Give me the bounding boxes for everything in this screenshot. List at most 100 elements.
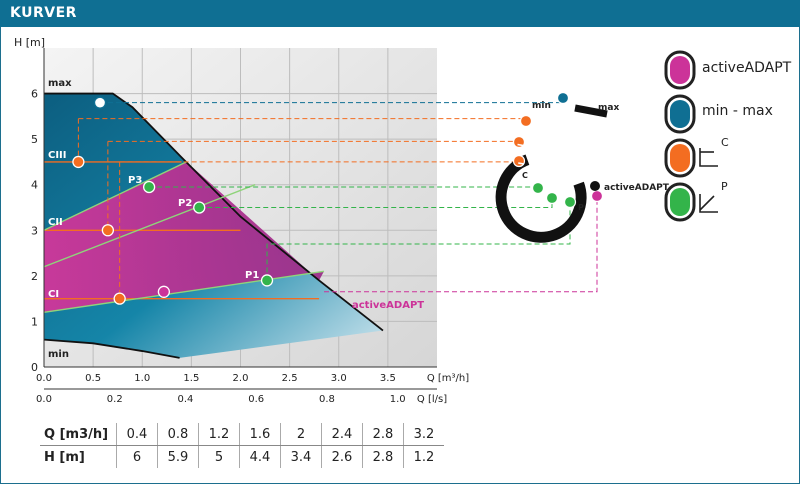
- y-tick-label: 1: [31, 315, 38, 328]
- operating-point: [142, 180, 156, 194]
- table-cell: 6: [116, 445, 158, 468]
- dial-c-step: I: [517, 161, 526, 166]
- dial-position-dot: [512, 135, 526, 149]
- x-tick-label: 1.5: [183, 373, 199, 384]
- dashed-leader: [199, 198, 553, 208]
- legend-swatch-constant-pressure: [664, 138, 696, 178]
- operating-point: [113, 292, 126, 305]
- x2-tick-label: 0.2: [107, 394, 123, 405]
- table-cell: 3.2: [403, 423, 444, 446]
- label-active-adapt: activeADAPT: [352, 300, 424, 311]
- table-header-q: Q [m3/h]: [40, 423, 117, 446]
- table-row-q: Q [m3/h] 0.4 0.8 1.2 1.6 2 2.4 2.8 3.2: [40, 423, 444, 446]
- table-header-h: H [m]: [44, 449, 85, 465]
- table-cell: 3.4: [280, 445, 322, 468]
- x2-tick-label: 0.0: [36, 394, 52, 405]
- label-ci: CI: [48, 289, 59, 300]
- dial-p-symbol: P: [578, 203, 584, 212]
- x-tick-label: 2.0: [233, 373, 249, 384]
- dial-position-dot: [556, 91, 570, 105]
- dial-position-dot: [519, 114, 533, 128]
- dial-position-dot: [512, 154, 526, 168]
- x-tick-label: 2.5: [282, 373, 298, 384]
- p-curve-icon: [699, 194, 718, 213]
- series-line-min: [43, 338, 180, 359]
- series-line-p2: [43, 184, 256, 268]
- dial-max-label: max: [598, 103, 619, 113]
- dial-p-step: 3: [538, 174, 544, 183]
- x2-axis-label: Q [l/s]: [417, 394, 447, 405]
- table-cell: 2.4: [321, 423, 363, 446]
- table-cell: 0.8: [157, 423, 199, 446]
- operating-point: [157, 285, 171, 298]
- dial-position-dot: [590, 189, 604, 203]
- series-line-p1: [43, 270, 325, 314]
- dial-p-step: 2: [551, 180, 557, 189]
- x-tick-label: 3.5: [380, 373, 396, 384]
- c-curve-icon: [699, 148, 718, 167]
- label-p3: P3: [128, 175, 142, 186]
- x2-tick-label: 1.0: [390, 394, 406, 405]
- table-cell: 2.8: [362, 445, 404, 468]
- x2-tick-label: 0.8: [319, 394, 335, 405]
- table-cell: 2.6: [321, 445, 363, 468]
- label-p2: P2: [178, 198, 192, 209]
- table-cell: 1.6: [239, 423, 281, 446]
- operating-point: [193, 201, 206, 214]
- dial-p-step: 1: [568, 183, 574, 192]
- dial-position-dot: [563, 195, 577, 209]
- x-tick-label: 0.5: [85, 373, 101, 384]
- dial-active-label: activeADAPT: [604, 183, 670, 193]
- table-cell: 2: [280, 423, 322, 446]
- qh-table: Q [m3/h] 0.4 0.8 1.2 1.6 2 2.4 2.8 3.2 H…: [40, 423, 444, 468]
- table-cell: 4.4: [239, 445, 281, 468]
- active-adapt-region: [44, 161, 325, 313]
- operating-point: [101, 224, 115, 237]
- x2-tick-label: 0.4: [178, 394, 194, 405]
- y-tick-label: 3: [31, 224, 38, 237]
- dial-min-label: min: [532, 101, 551, 111]
- table-cell: 5: [198, 445, 240, 468]
- dial-position-dot: [531, 181, 545, 195]
- legend-swatch-min-max: [664, 94, 696, 134]
- operating-point: [93, 96, 107, 109]
- label-p1: P1: [245, 270, 259, 281]
- table-cell: 0.4: [116, 423, 158, 446]
- table-row-h: H [m] 6 5.9 5 4.4 3.4 2.6 2.8 1.2: [40, 445, 444, 468]
- selector-dial-arc: [495, 154, 587, 243]
- x-axis-label: Q [m³/h]: [427, 373, 469, 384]
- y-tick-label: 4: [31, 179, 38, 192]
- label-min: min: [48, 349, 69, 360]
- legend-label-c: C: [721, 136, 729, 149]
- dial-max-tail: [574, 104, 608, 118]
- table-cell: 1.2: [198, 423, 240, 446]
- operating-point: [72, 155, 85, 169]
- dial-active-marker: [590, 181, 600, 191]
- x-tick-label: 1.0: [134, 373, 150, 384]
- dial-position-dot: [545, 191, 559, 205]
- header-bar: KURVER: [0, 0, 800, 27]
- y-tick-label: 5: [31, 133, 38, 146]
- table-cell: 5.9: [157, 445, 199, 468]
- series-line-p3: [43, 161, 187, 231]
- x2-tick-label: 0.6: [248, 394, 264, 405]
- y-tick-label: 0: [31, 361, 38, 374]
- dashed-leader: [324, 196, 598, 293]
- x-tick-label: 3.0: [331, 373, 347, 384]
- header-title: KURVER: [10, 5, 77, 21]
- y-tick-label: 2: [31, 270, 38, 283]
- dial-c-step: II: [516, 143, 526, 150]
- dial-c-symbol: C: [522, 171, 528, 180]
- x-tick-label: 0.0: [36, 373, 52, 384]
- label-cii: CII: [48, 217, 63, 228]
- legend-swatch-active-adapt: [664, 50, 696, 90]
- label-max: max: [48, 78, 72, 89]
- legend-label-active-adapt: activeADAPT: [702, 60, 792, 76]
- legend-label-min-max: min - max: [702, 103, 773, 119]
- label-ciii: CIII: [48, 150, 67, 161]
- table-cell: 1.2: [403, 445, 444, 468]
- legend-swatch-proportional-pressure: [664, 182, 696, 222]
- legend: [664, 50, 718, 222]
- dial-c-step: III: [519, 127, 529, 137]
